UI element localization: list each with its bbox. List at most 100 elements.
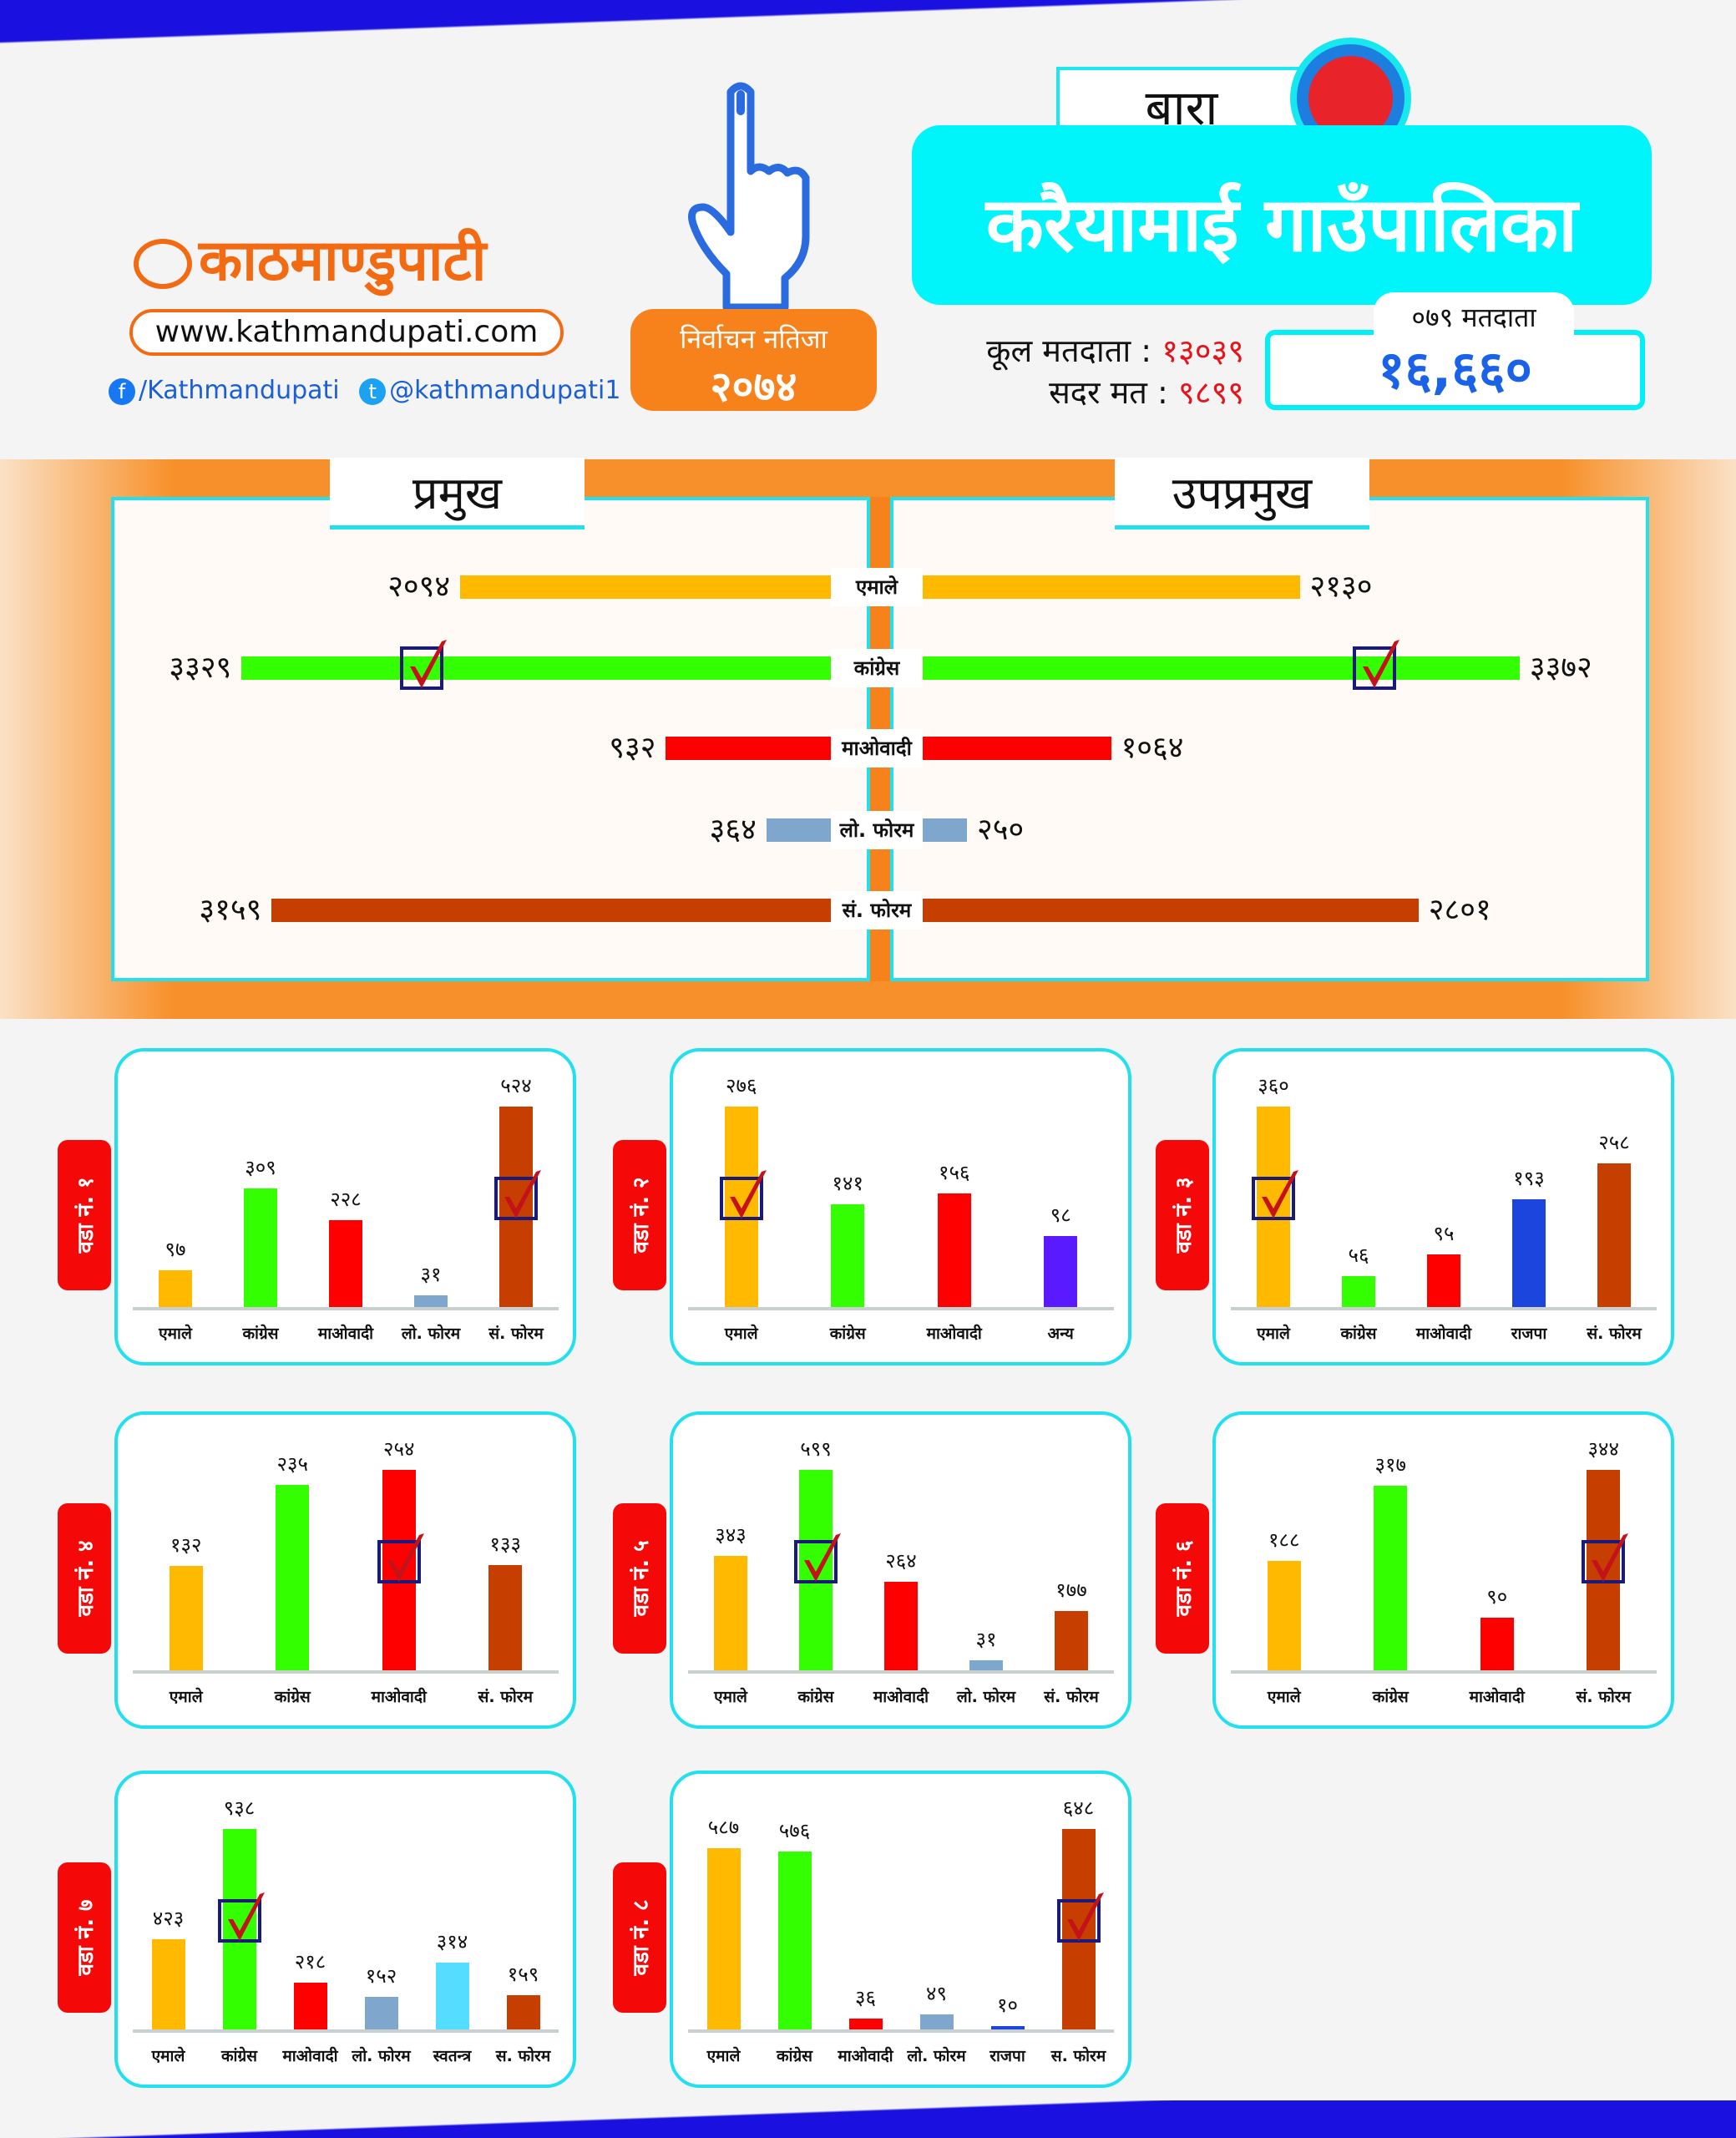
ward-bar <box>364 1997 398 2029</box>
winner-check-icon <box>217 1892 265 1943</box>
ward-bar <box>159 1269 192 1307</box>
ward-title: वडा नं. ५ <box>629 1540 654 1617</box>
ward-value: ३१७ <box>1374 1452 1406 1477</box>
ward-bar <box>884 1582 918 1670</box>
ward-value: १५२ <box>365 1964 397 1989</box>
ward-bar <box>488 1565 523 1670</box>
upapramukh-bar <box>923 818 967 842</box>
ward-baseline <box>1231 1307 1657 1310</box>
ward-title: वडा नं. ४ <box>73 1540 99 1617</box>
voting-finger-icon <box>688 82 810 309</box>
ward-party-label: सं. फोरम <box>478 1688 533 1706</box>
ward-party-label: एमाले <box>159 1325 192 1343</box>
party-label: कांग्रेस <box>831 649 923 687</box>
ward-party-label: कांग्रेस <box>242 1325 279 1343</box>
ward-baseline <box>688 1307 1114 1310</box>
ward-party-label: अन्य <box>1047 1325 1074 1343</box>
pramukh-bar <box>271 899 831 922</box>
total-voters-value: १३०३९ <box>1162 332 1244 369</box>
ward-bar <box>1427 1254 1460 1307</box>
ward-party-label: माओवादी <box>317 1325 374 1343</box>
ward-party-label: माओवादी <box>371 1688 427 1706</box>
ward-value: ३६० <box>1258 1074 1289 1097</box>
ward-bar <box>969 1659 1003 1670</box>
ward-value: ९३८ <box>223 1796 256 1820</box>
ward-bar <box>1342 1275 1375 1307</box>
ward-value: १३२ <box>170 1533 202 1558</box>
ward-bar <box>1374 1485 1408 1670</box>
ward-value: ५२४ <box>500 1074 532 1097</box>
ward-value: ६४८ <box>1062 1796 1095 1820</box>
winner-check-icon <box>794 1533 841 1583</box>
ward-bar <box>414 1294 448 1307</box>
ward-tag: वडा नं. ७ <box>58 1862 111 2013</box>
ward-tag: वडा नं. ३ <box>1156 1140 1209 1290</box>
tab-upapramukh: उपप्रमुख <box>1115 458 1369 529</box>
ward-bar <box>1061 1829 1096 2029</box>
ward-party-label: सं. फोरम <box>1044 1688 1099 1706</box>
ward-value: ५६ <box>1348 1243 1369 1267</box>
ward-tag: वडा नं. ६ <box>1156 1503 1209 1654</box>
ward-bar <box>1587 1470 1621 1670</box>
ward-bar <box>937 1193 971 1307</box>
ward-bar <box>382 1470 416 1670</box>
ward-bar <box>799 1470 833 1670</box>
ward-party-label: एमाले <box>1257 1325 1290 1343</box>
ward-card <box>670 1771 1131 2088</box>
top-stripe <box>0 0 1736 43</box>
pramukh-value: ३१५९ <box>199 893 262 927</box>
ward-party-label: कांग्रेस <box>829 1325 866 1343</box>
ward-party-label: स्वतन्त्र <box>433 2047 472 2065</box>
ward-bar <box>293 1983 327 2029</box>
kathmandupati-logo: काठमाण्डुपाटी <box>134 219 551 294</box>
party-label: माओवादी <box>831 729 923 768</box>
ward-value: १७७ <box>1055 1578 1087 1603</box>
ward-bar <box>1480 1618 1514 1670</box>
ward-title: वडा नं. १ <box>73 1177 99 1254</box>
ward-party-label: लो. फोरम <box>907 2047 966 2065</box>
bottom-stripe <box>0 2100 1736 2138</box>
ward-party-label: कांग्रेस <box>274 1688 311 1706</box>
winner-check-icon <box>1352 640 1399 690</box>
ward-title: वडा नं. ७ <box>73 1899 99 1976</box>
ward-value: १४१ <box>832 1172 863 1196</box>
twitter-icon: t <box>359 377 387 405</box>
ward-value: ३१ <box>975 1627 997 1651</box>
ward-baseline <box>133 1307 559 1310</box>
ward-party-label: माओवादी <box>1415 1325 1472 1343</box>
voter-totals: कूल मतदाता : १३०३९ सदर मत : ९८९९ <box>910 330 1244 413</box>
ward-value: ३०९ <box>245 1156 276 1180</box>
upapramukh-bar <box>923 575 1300 599</box>
ward-bar <box>506 1995 540 2029</box>
ward-bar <box>244 1188 277 1307</box>
ward-party-label: माओवादी <box>1469 1688 1525 1706</box>
winner-check-icon <box>1252 1170 1298 1220</box>
twitter-link[interactable]: @kathmandupati1 <box>389 376 621 405</box>
pramukh-bar <box>241 656 831 680</box>
ward-party-label: लो. फोरम <box>352 2047 411 2065</box>
ward-bar <box>499 1107 533 1307</box>
ward-party-label: कांग्रेस <box>1340 1325 1377 1343</box>
ward-bar <box>329 1219 362 1307</box>
social-links: f/Kathmandupati t @kathmandupati1 <box>109 376 620 413</box>
ward-baseline <box>133 1670 559 1674</box>
ward-party-label: लो. फोरम <box>401 1325 461 1343</box>
ward-value: २६४ <box>885 1549 917 1573</box>
website-link[interactable]: www.kathmandupati.com <box>129 309 564 356</box>
ward-value: १३३ <box>489 1533 521 1557</box>
facebook-icon: f <box>109 377 135 405</box>
ward-value: ४२३ <box>152 1906 185 1930</box>
ward-value: २१८ <box>294 1950 326 1974</box>
ward-party-label: कांग्रेस <box>220 2047 258 2065</box>
ward-value: २७६ <box>726 1074 757 1097</box>
badge-title: निर्वाचन नतिजा <box>680 323 828 355</box>
total-voters-label: कूल मतदाता : <box>986 332 1152 369</box>
ward-baseline <box>133 2029 559 2033</box>
ward-party-label: स. फोरम <box>495 2047 551 2065</box>
facebook-link[interactable]: /Kathmandupati <box>139 376 340 405</box>
ward-party-label: कांग्रेस <box>797 1688 834 1706</box>
ward-tag: वडा नं. २ <box>613 1140 666 1290</box>
winner-check-icon <box>494 1170 541 1220</box>
election-result-badge: निर्वाचन नतिजा २०७४ <box>630 309 877 411</box>
ward-baseline <box>688 1670 1114 1674</box>
